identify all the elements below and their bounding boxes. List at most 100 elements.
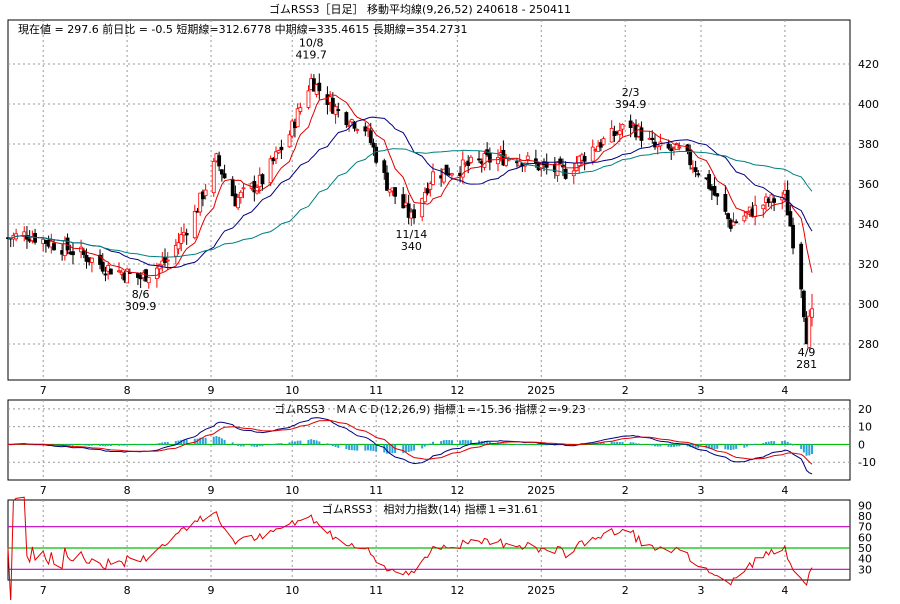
- macd-histogram-bar: [421, 444, 424, 449]
- candle-body: [165, 259, 170, 262]
- candle-body: [98, 254, 102, 265]
- macd-histogram-bar: [675, 444, 678, 447]
- candle-body: [290, 120, 295, 137]
- month-label: 2: [622, 584, 629, 597]
- candle-body: [401, 194, 406, 209]
- candle-body: [317, 82, 322, 92]
- candle-body: [677, 146, 682, 149]
- annotation-date: 4/9: [798, 346, 816, 359]
- candle-body: [100, 261, 105, 272]
- price-tick-label: 320: [858, 258, 879, 271]
- chart-stats: 現在値 = 297.6 前日比 = -0.5 短期線=312.6778 中期線=…: [18, 22, 467, 36]
- candle-body: [344, 112, 349, 125]
- macd-histogram-bar: [391, 444, 394, 454]
- macd-histogram-bar: [147, 444, 150, 446]
- macd-histogram-bar: [670, 444, 673, 448]
- macd-histogram-bar: [242, 444, 245, 447]
- macd-histogram-bar: [196, 438, 199, 445]
- macd-histogram-bar: [754, 443, 757, 445]
- candle-body: [393, 187, 398, 197]
- candle-body: [298, 107, 303, 112]
- candle-body: [807, 315, 812, 348]
- macd-histogram-bar: [467, 440, 470, 445]
- macd-histogram-bar: [792, 444, 795, 446]
- candle-body: [693, 167, 698, 173]
- macd-histogram-bar: [802, 444, 805, 453]
- month-label: 11: [369, 484, 383, 497]
- macd-histogram-bar: [686, 444, 689, 447]
- month-label: 10: [285, 384, 299, 397]
- month-label: 2: [622, 384, 629, 397]
- month-label: 8: [124, 384, 131, 397]
- month-label: 12: [450, 384, 464, 397]
- macd-histogram-bar: [31, 444, 34, 446]
- month-label: 3: [698, 484, 705, 497]
- macd-histogram-bar: [640, 444, 643, 446]
- macd-histogram-bar: [404, 444, 407, 453]
- candle-body: [469, 156, 473, 163]
- macd-histogram-bar: [767, 441, 770, 445]
- macd-histogram-bar: [521, 444, 524, 446]
- macd-histogram-bar: [307, 439, 310, 445]
- macd-histogram-bar: [269, 444, 272, 446]
- macd-histogram-bar: [69, 444, 72, 446]
- macd-histogram-bar: [334, 444, 337, 448]
- macd-histogram-bar: [139, 444, 142, 446]
- macd-histogram-bar: [445, 440, 448, 445]
- rsi-tick-label: 90: [858, 499, 872, 512]
- macd-histogram-bar: [729, 444, 732, 451]
- macd-tick-label: 10: [858, 421, 872, 434]
- month-label: 7: [40, 584, 47, 597]
- macd-histogram-bar: [526, 444, 529, 446]
- macd-histogram-bar: [659, 444, 662, 447]
- macd-histogram-bar: [448, 440, 451, 445]
- macd-histogram-bar: [348, 444, 351, 451]
- candle-body: [192, 211, 197, 239]
- macd-histogram-bar: [315, 440, 318, 445]
- macd-histogram-bar: [180, 439, 183, 445]
- candle-body: [723, 194, 728, 212]
- candle-body: [555, 162, 560, 177]
- macd-histogram-bar: [356, 444, 359, 451]
- macd-histogram-bar: [751, 444, 754, 446]
- macd-histogram-bar: [534, 444, 537, 446]
- candle-body: [482, 153, 487, 168]
- candle-body: [425, 188, 430, 194]
- macd-histogram-bar: [345, 444, 348, 450]
- candle-body: [25, 235, 29, 240]
- macd-histogram-bar: [781, 441, 784, 445]
- macd-histogram-bar: [375, 444, 378, 452]
- macd-tick-label: 0: [858, 438, 865, 451]
- candle-body: [639, 127, 644, 141]
- candle-body: [450, 173, 454, 176]
- macd-histogram-bar: [440, 441, 443, 445]
- month-label: 10: [285, 584, 299, 597]
- macd-histogram-bar: [82, 444, 85, 446]
- macd-histogram-bar: [142, 444, 145, 446]
- month-label: 2: [622, 484, 629, 497]
- macd-histogram-bar: [123, 444, 126, 446]
- macd-histogram-bar: [502, 443, 505, 445]
- macd-histogram-bar: [272, 444, 275, 446]
- annotation-value: 309.9: [125, 300, 157, 313]
- annotation-date: 8/6: [132, 288, 150, 301]
- macd-histogram-bar: [413, 444, 416, 451]
- candle-body: [184, 233, 189, 236]
- annotation-date: 10/8: [299, 37, 324, 50]
- candle-body: [106, 265, 111, 272]
- macd-histogram-bar: [223, 439, 226, 445]
- candle-body: [466, 160, 471, 166]
- macd-histogram-bar: [239, 444, 242, 447]
- macd-histogram-bar: [629, 442, 632, 445]
- candle-body: [525, 155, 530, 160]
- month-label: 2025: [527, 584, 555, 597]
- candle-body: [349, 119, 354, 123]
- candle-body: [306, 90, 311, 108]
- macd-histogram-bar: [109, 444, 112, 447]
- candle-body: [598, 142, 603, 148]
- macd-line: [7, 417, 813, 475]
- macd-histogram-bar: [732, 444, 735, 450]
- macd-histogram-bar: [201, 437, 204, 445]
- macd-histogram-bar: [258, 444, 261, 447]
- macd-histogram-bar: [331, 444, 334, 447]
